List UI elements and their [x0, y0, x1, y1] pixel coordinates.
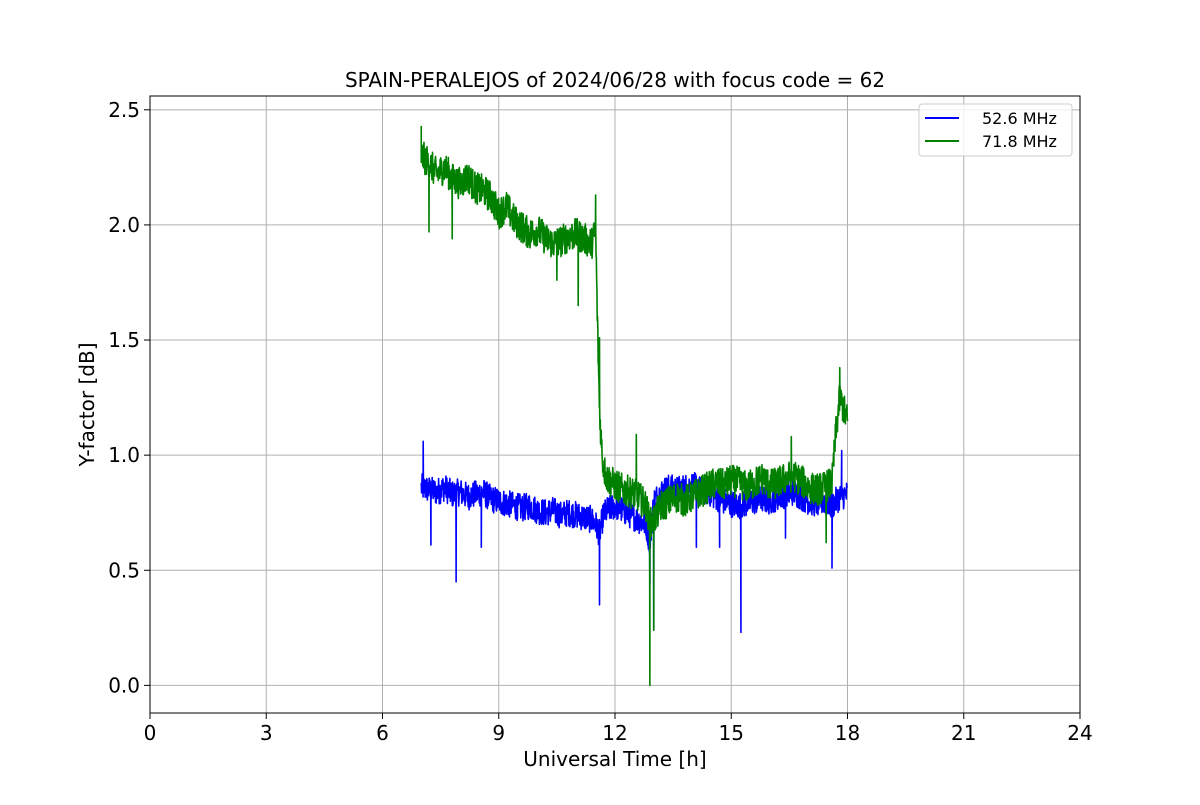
- grid: [149, 96, 1081, 713]
- y-tick-label: 0.0: [108, 673, 140, 697]
- ticks: 0 3 6 9 12 15 18 21 24 0.0 0.5 1.0 1.5 2.0 2.5: [108, 98, 1093, 745]
- x-tick-label: 12: [602, 721, 627, 745]
- y-tick-label: 0.5: [108, 558, 140, 582]
- y-tick-label: 2.0: [108, 213, 140, 237]
- series-line-71-8-mhz: [420, 125, 849, 687]
- series-layer: [420, 125, 849, 687]
- x-tick-label: 21: [951, 721, 976, 745]
- x-tick-label: 3: [260, 721, 273, 745]
- x-tick-label: 24: [1067, 721, 1092, 745]
- y-tick-label: 2.5: [108, 98, 140, 122]
- x-tick-label: 18: [835, 721, 860, 745]
- legend: 52.6 MHz 71.8 MHz: [918, 103, 1073, 157]
- chart-title: SPAIN-PERALEJOS of 2024/06/28 with focus…: [345, 68, 885, 92]
- y-tick-label: 1.5: [108, 328, 140, 352]
- x-tick-label: 9: [492, 721, 505, 745]
- y-tick-label: 1.0: [108, 443, 140, 467]
- legend-label-52-6-mhz: 52.6 MHz: [982, 109, 1057, 128]
- y-axis-label: Y-factor [dB]: [75, 342, 99, 467]
- x-tick-label: 6: [376, 721, 389, 745]
- legend-label-71-8-mhz: 71.8 MHz: [982, 132, 1057, 151]
- x-tick-label: 15: [719, 721, 744, 745]
- x-tick-label: 0: [144, 721, 157, 745]
- x-axis-label: Universal Time [h]: [523, 747, 706, 771]
